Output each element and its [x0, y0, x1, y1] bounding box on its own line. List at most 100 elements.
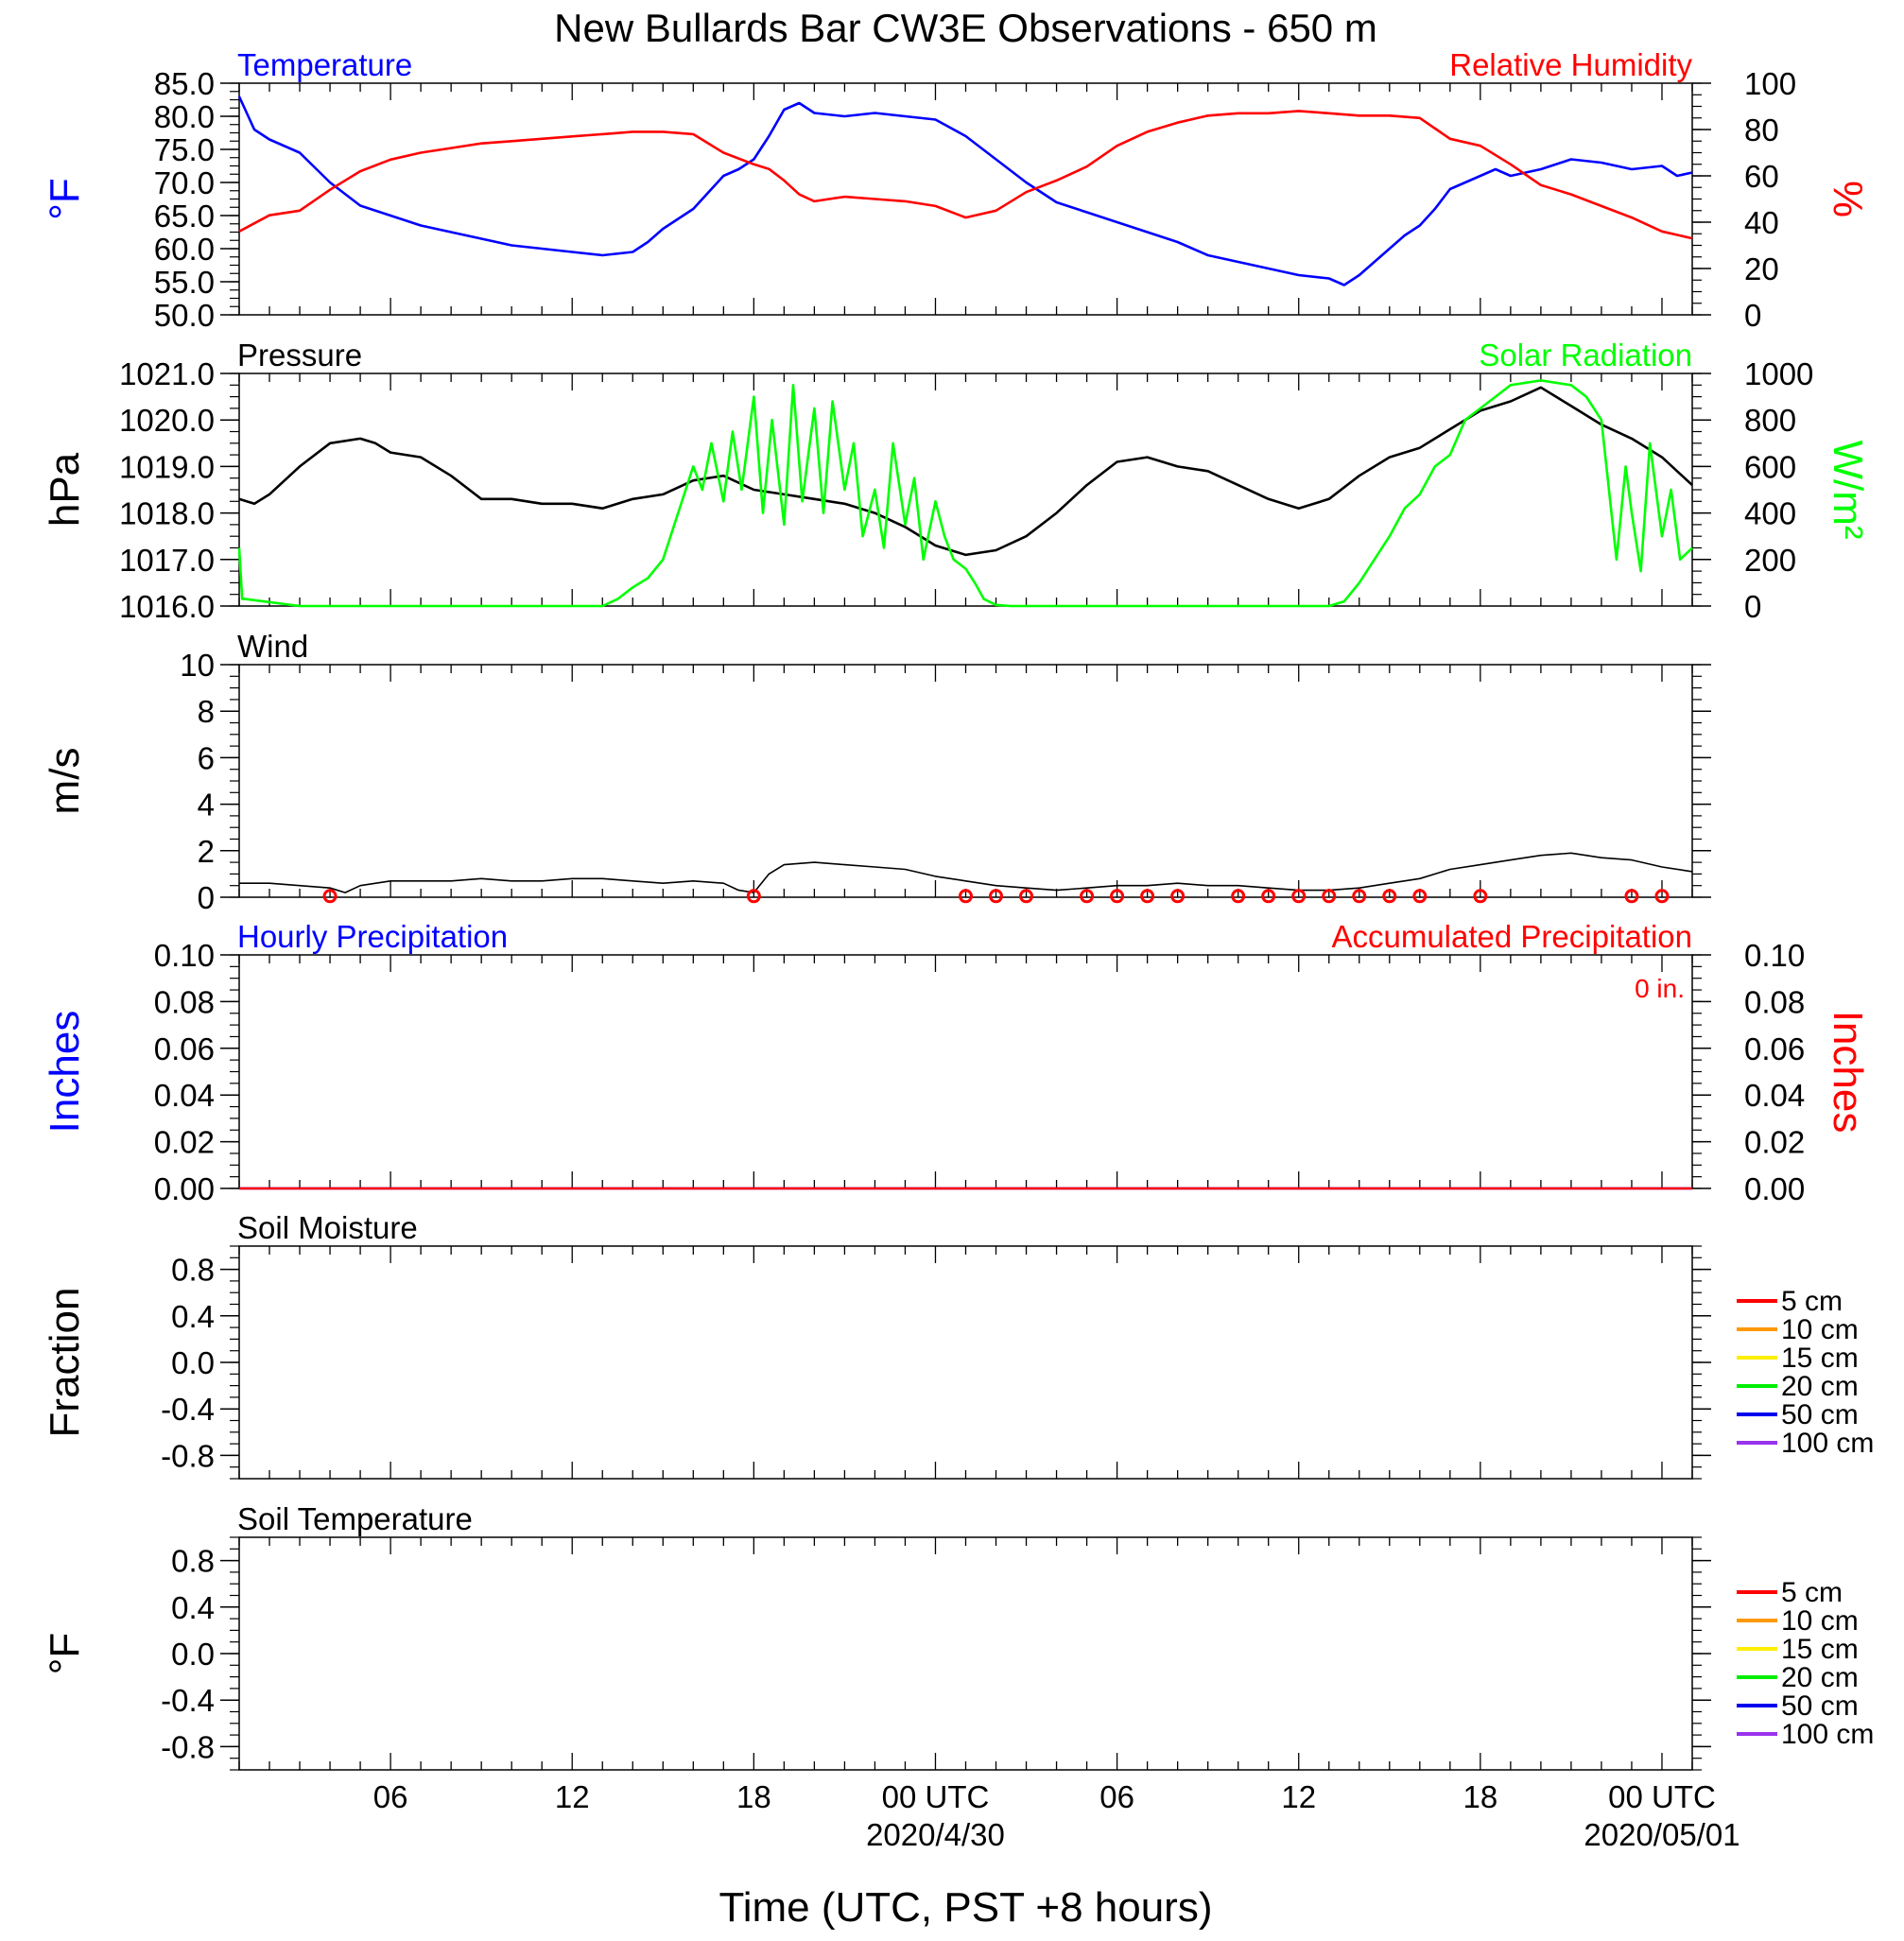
calm-wind-marker [1110, 889, 1125, 904]
legend-label: 100 cm [1781, 1719, 1874, 1750]
y-tick-label: 1017.0 [119, 543, 215, 578]
y-tick-label: 8 [198, 694, 215, 729]
accumulated-total-label: 0 in. [1635, 974, 1685, 1003]
plot-frame-soil_moisture [238, 1245, 1693, 1480]
x-tick-label: 12 [1281, 1779, 1316, 1814]
legend-label: 10 cm [1781, 1605, 1859, 1637]
y-tick-label: -0.4 [161, 1392, 215, 1427]
y-axis-title-right: % [1825, 181, 1871, 217]
x-axis-title: Time (UTC, PST +8 hours) [718, 1884, 1212, 1931]
series-line-pressure [238, 386, 1693, 557]
legend-label: 15 cm [1781, 1343, 1859, 1374]
y-tick-label: 0.8 [171, 1544, 215, 1579]
y-tick-label: 0.00 [154, 1171, 215, 1206]
y-axis-title-left: Fraction [42, 1288, 88, 1438]
y-tick-label: 55.0 [154, 265, 215, 300]
x-tick-label: 18 [736, 1779, 771, 1814]
x-tick-label: 12 [555, 1779, 590, 1814]
y-right-tick-label: 400 [1744, 496, 1796, 531]
y-tick-label: 70.0 [154, 165, 215, 200]
y-right-tick-label: 0 [1744, 589, 1761, 624]
panel-label-right: Solar Radiation [1479, 338, 1692, 373]
y-axis-title-left: hPa [42, 452, 88, 527]
y-axis-title-right: W/m² [1825, 440, 1871, 539]
x-tick-label: 00 UTC [882, 1779, 990, 1814]
y-right-tick-label: 80 [1744, 113, 1779, 147]
y-tick-label: 0.06 [154, 1031, 215, 1066]
y-tick-label: 2 [198, 834, 215, 869]
y-tick-label: 6 [198, 740, 215, 775]
series-line-relative-humidity [238, 110, 1693, 240]
y-axis-title-left: m/s [42, 748, 88, 815]
y-axis-title-left: Inches [42, 1011, 88, 1134]
y-tick-label: 65.0 [154, 199, 215, 234]
calm-wind-marker [1352, 889, 1367, 904]
y-tick-label: 1016.0 [119, 589, 215, 624]
panel-label-left: Soil Temperature [237, 1501, 473, 1536]
y-tick-label: 0.08 [154, 984, 215, 1019]
y-tick-label: 10 [180, 648, 215, 683]
legend-label: 10 cm [1781, 1314, 1859, 1345]
calm-wind-marker [1291, 889, 1307, 904]
x-tick-label: 18 [1463, 1779, 1497, 1814]
y-tick-label: 4 [198, 788, 215, 823]
legend-label: 15 cm [1781, 1634, 1859, 1665]
y-tick-label: 0.4 [171, 1299, 215, 1334]
panel-label-right: Accumulated Precipitation [1331, 919, 1692, 954]
panel-label-left: Hourly Precipitation [237, 919, 508, 954]
y-right-tick-label: 0.10 [1744, 938, 1805, 973]
calm-wind-marker [1412, 889, 1428, 904]
x-tick-date-label: 2020/05/01 [1584, 1817, 1740, 1852]
panel-label-left: Pressure [237, 338, 362, 373]
chart-title: New Bullards Bar CW3E Observations - 650… [554, 6, 1377, 50]
y-tick-label: 0.10 [154, 938, 215, 973]
y-right-tick-label: 0 [1744, 298, 1761, 333]
x-tick-date-label: 2020/4/30 [866, 1817, 1005, 1852]
y-right-tick-label: 0.04 [1744, 1078, 1805, 1113]
y-right-tick-label: 0.02 [1744, 1125, 1805, 1160]
calm-wind-marker [1382, 889, 1397, 904]
calm-wind-marker [959, 889, 973, 904]
calm-wind-marker [746, 889, 761, 904]
y-tick-label: 0.8 [171, 1253, 215, 1288]
plot-frame-pressure_solar [238, 373, 1693, 607]
y-right-tick-label: 0.08 [1744, 984, 1805, 1019]
calm-wind-marker [1231, 889, 1246, 904]
y-tick-label: 0.0 [171, 1345, 215, 1380]
y-tick-label: 85.0 [154, 66, 215, 101]
legend-label: 50 cm [1781, 1399, 1859, 1430]
calm-wind-marker [1019, 889, 1034, 904]
y-axis-title-left: °F [42, 178, 88, 219]
legend-label: 100 cm [1781, 1428, 1874, 1459]
calm-wind-marker [322, 889, 338, 904]
y-tick-label: 0 [198, 880, 215, 915]
y-right-tick-label: 100 [1744, 66, 1796, 101]
x-tick-label: 00 UTC [1608, 1779, 1716, 1814]
y-tick-label: -0.4 [161, 1683, 215, 1718]
y-right-tick-label: 20 [1744, 251, 1779, 286]
legend-label: 5 cm [1781, 1286, 1843, 1317]
y-tick-label: 75.0 [154, 132, 215, 167]
y-right-tick-label: 60 [1744, 159, 1779, 194]
legend-label: 5 cm [1781, 1577, 1843, 1608]
y-tick-label: -0.8 [161, 1729, 215, 1764]
y-tick-label: 0.02 [154, 1125, 215, 1160]
series-line-solar-radiation [237, 379, 1693, 608]
y-right-tick-label: 0.06 [1744, 1031, 1805, 1066]
y-right-tick-label: 1000 [1744, 356, 1813, 391]
legend-label: 20 cm [1781, 1662, 1859, 1693]
plot-frame-temp_rh [238, 82, 1693, 316]
y-tick-label: 50.0 [154, 298, 215, 333]
x-tick-label: 06 [373, 1779, 408, 1814]
legend-label: 50 cm [1781, 1690, 1859, 1722]
calm-wind-marker [1473, 889, 1488, 904]
calm-wind-marker [1170, 889, 1186, 904]
y-right-tick-label: 0.00 [1744, 1171, 1805, 1206]
series-line-temperature [237, 95, 1693, 286]
y-tick-label: 1019.0 [119, 449, 215, 484]
calm-wind-marker [989, 889, 1004, 904]
y-right-tick-label: 200 [1744, 543, 1796, 578]
calm-wind-marker [1261, 889, 1276, 904]
